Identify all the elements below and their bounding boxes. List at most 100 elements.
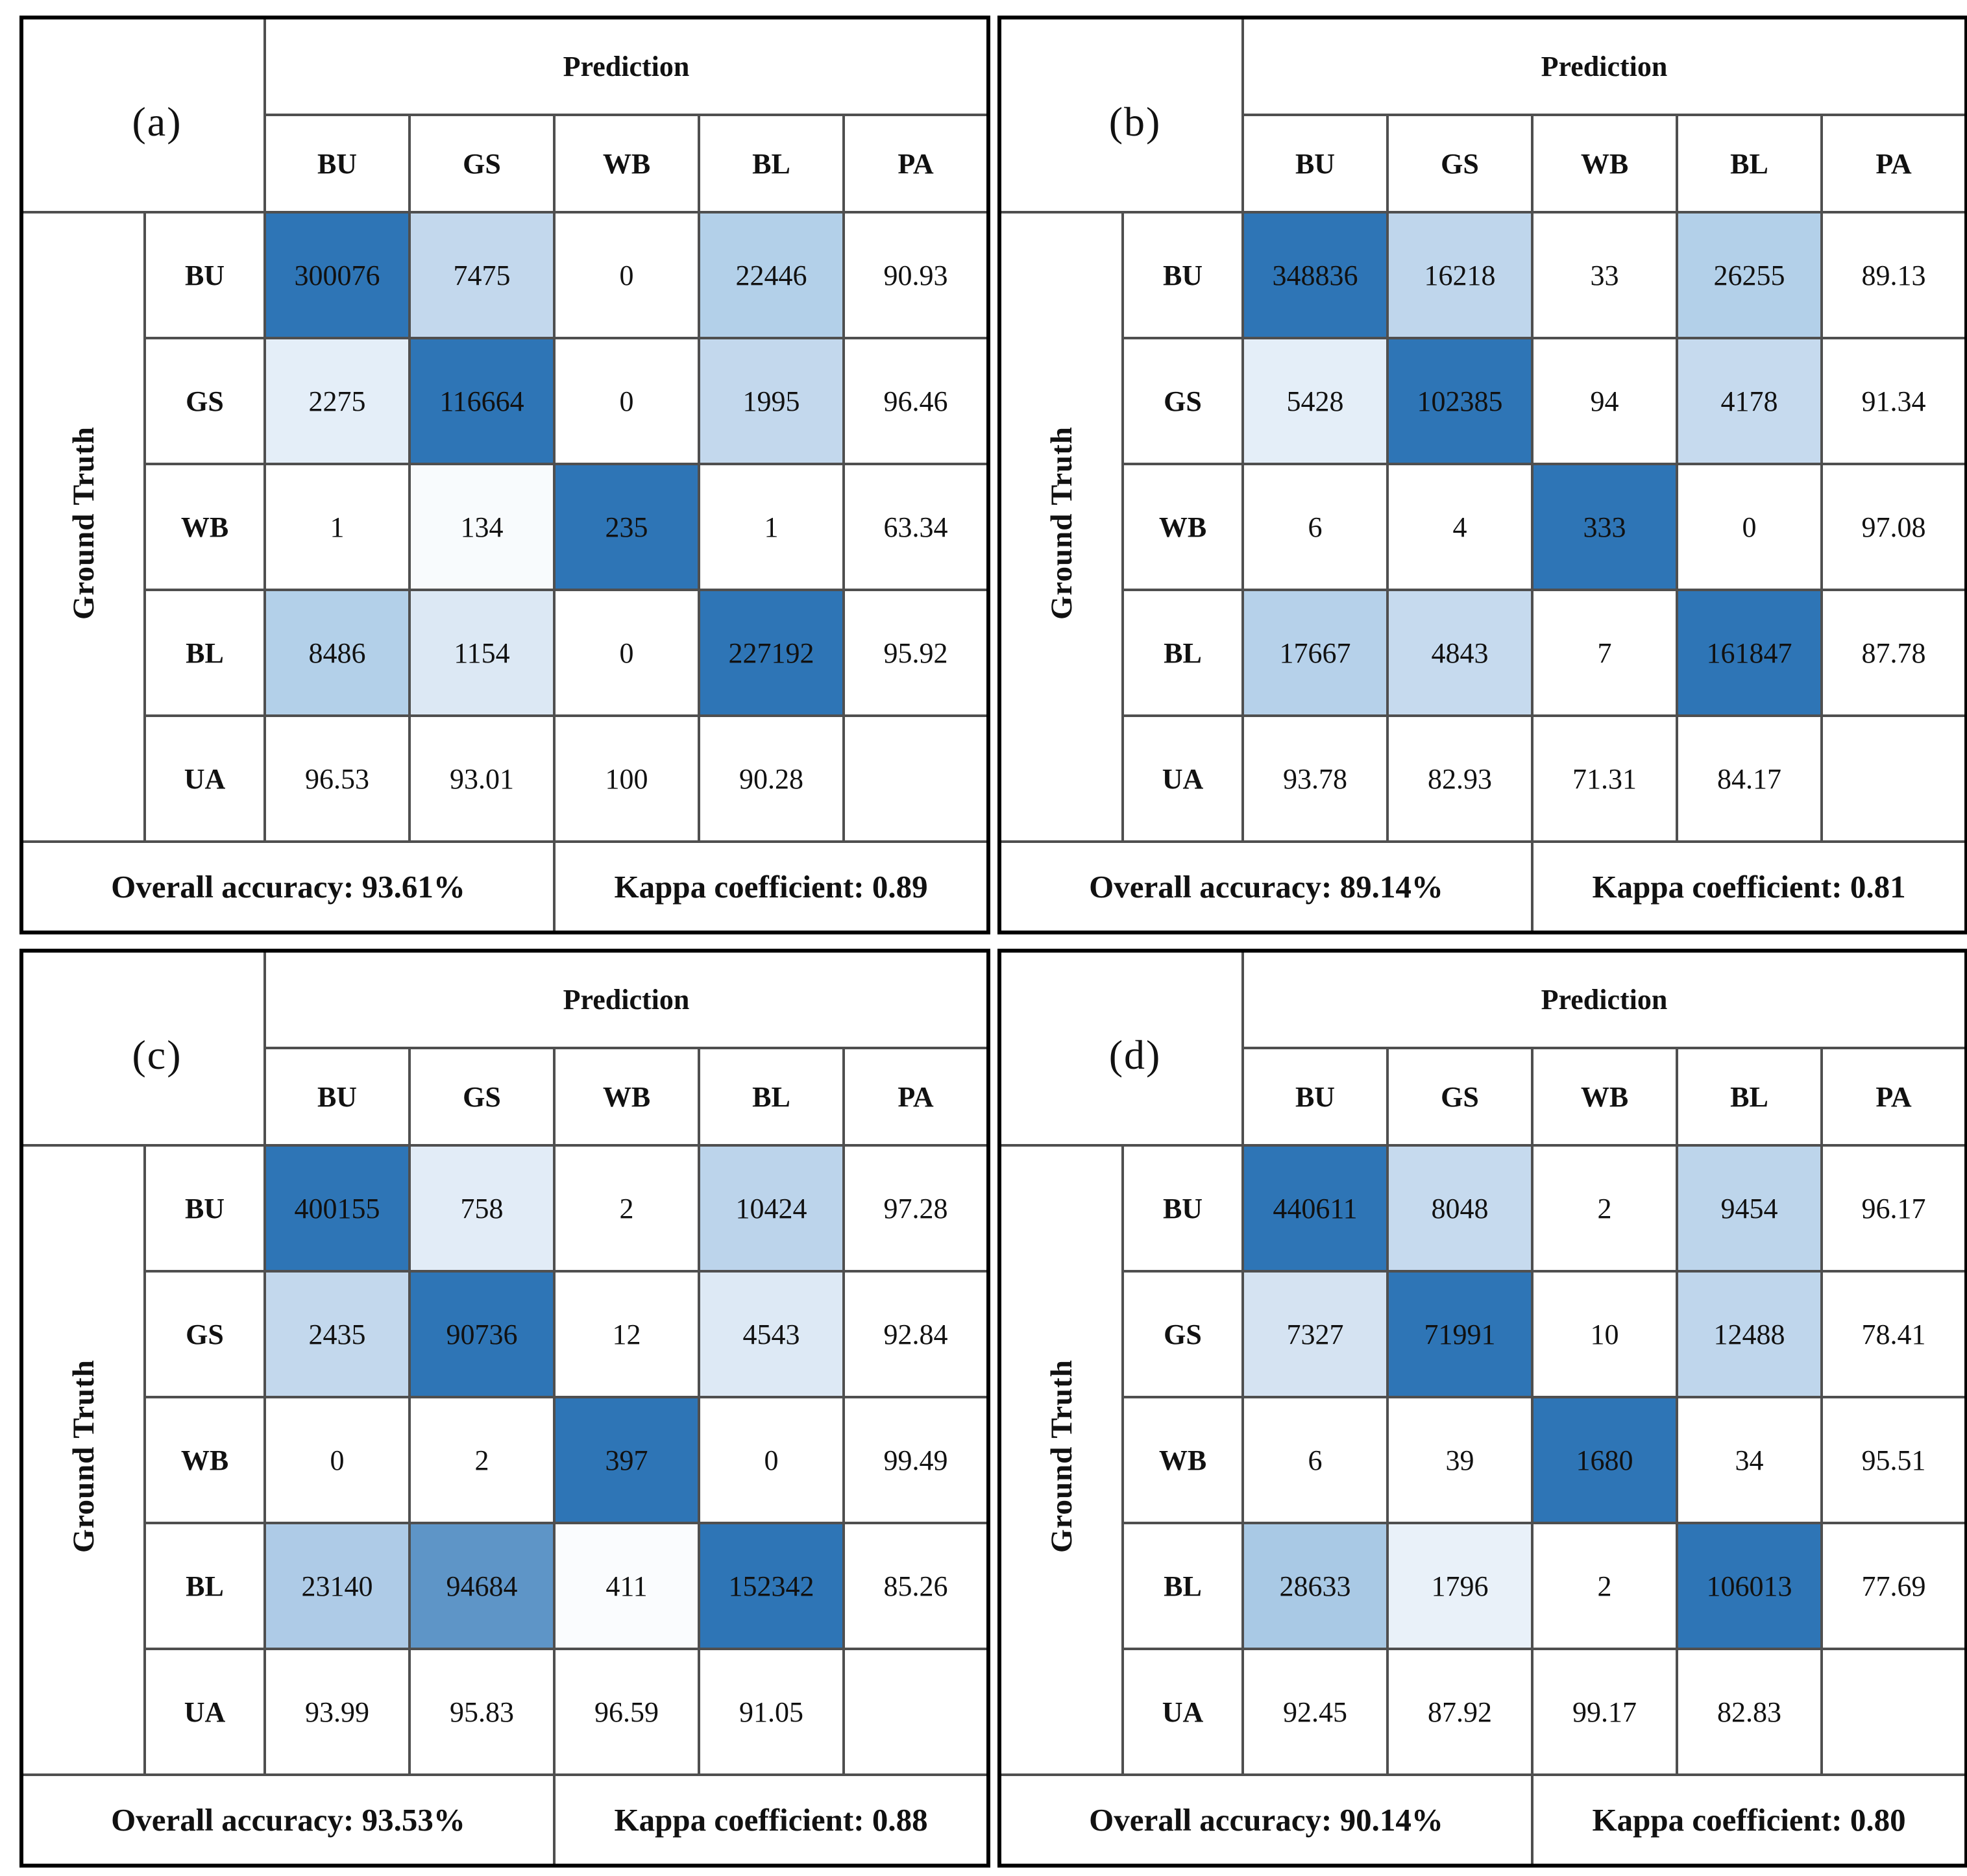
cell-d-BU-BL: 9454 (1676, 1144, 1823, 1273)
cell-b-BL-PA: 87.78 (1820, 589, 1967, 717)
cell-c-BU-BL: 10424 (698, 1144, 845, 1273)
cell-b-UA-PA (1820, 714, 1967, 843)
prediction-header: Prediction (263, 949, 990, 1049)
cell-c-UA-GS: 95.83 (408, 1648, 556, 1776)
cell-d-BL-PA: 77.69 (1820, 1522, 1967, 1650)
cell-b-BU-PA: 89.13 (1820, 211, 1967, 339)
cell-d-BL-WB: 2 (1531, 1522, 1678, 1650)
cell-a-BL-WB: 0 (553, 589, 700, 717)
cell-c-BU-GS: 758 (408, 1144, 556, 1273)
overall-accuracy-c: Overall accuracy: 93.53% (20, 1773, 556, 1867)
cell-a-BL-BL: 227192 (698, 589, 845, 717)
cell-c-WB-BL: 0 (698, 1396, 845, 1524)
cell-d-WB-BU: 6 (1241, 1396, 1389, 1524)
confusion-matrix-c: (c) Prediction BU GS WB BL PA Ground Truth BU 400… (19, 949, 991, 1868)
cell-d-BU-WB: 2 (1531, 1144, 1678, 1273)
cell-c-BU-WB: 2 (553, 1144, 700, 1273)
cell-c-UA-BL: 91.05 (698, 1648, 845, 1776)
col-header-GS: GS (1386, 1047, 1533, 1147)
row-header-WB: WB (143, 463, 266, 591)
cell-d-BL-BL: 106013 (1676, 1522, 1823, 1650)
row-header-UA: UA (1121, 714, 1244, 843)
row-header-BL: BL (143, 589, 266, 717)
cell-a-WB-BL: 1 (698, 463, 845, 591)
overall-accuracy-b: Overall accuracy: 89.14% (998, 840, 1533, 934)
col-header-BL: BL (698, 114, 845, 213)
row-header-UA: UA (143, 714, 266, 843)
cell-c-GS-GS: 90736 (408, 1270, 556, 1398)
cell-d-BU-BU: 440611 (1241, 1144, 1389, 1273)
cell-a-BL-GS: 1154 (408, 589, 556, 717)
cell-c-GS-WB: 12 (553, 1270, 700, 1398)
prediction-header: Prediction (1241, 949, 1967, 1049)
cell-b-BU-WB: 33 (1531, 211, 1678, 339)
col-header-GS: GS (408, 114, 556, 213)
col-header-GS: GS (1386, 114, 1533, 213)
ground-truth-label-cell: Ground Truth (20, 1144, 146, 1776)
cell-a-GS-WB: 0 (553, 337, 700, 465)
col-header-WB: WB (1531, 114, 1678, 213)
confusion-matrix-a: (a) Prediction BU GS WB BL PA Ground Truth BU 300… (19, 16, 991, 934)
cell-b-UA-WB: 71.31 (1531, 714, 1678, 843)
cell-d-GS-WB: 10 (1531, 1270, 1678, 1398)
cell-b-BL-GS: 4843 (1386, 589, 1533, 717)
row-header-GS: GS (1121, 337, 1244, 465)
cell-b-WB-BL: 0 (1676, 463, 1823, 591)
panel-label-c: (c) (132, 1031, 182, 1078)
cell-c-BU-PA: 97.28 (842, 1144, 990, 1273)
cell-c-GS-BU: 2435 (263, 1270, 411, 1398)
col-header-PA: PA (842, 114, 990, 213)
col-header-BU: BU (1241, 1047, 1389, 1147)
col-header-BL: BL (1676, 114, 1823, 213)
kappa-coefficient-d: Kappa coefficient: 0.80 (1530, 1773, 1967, 1867)
ground-truth-label-cell: Ground Truth (20, 211, 146, 843)
cell-a-UA-GS: 93.01 (408, 714, 556, 843)
row-header-BL: BL (1121, 1522, 1244, 1650)
row-header-BU: BU (143, 1144, 266, 1273)
cell-b-GS-PA: 91.34 (1820, 337, 1967, 465)
cell-a-WB-GS: 134 (408, 463, 556, 591)
cell-c-GS-PA: 92.84 (842, 1270, 990, 1398)
cell-a-UA-PA (842, 714, 990, 843)
cell-a-BL-PA: 95.92 (842, 589, 990, 717)
cell-d-UA-PA (1820, 1648, 1967, 1776)
cell-c-GS-BL: 4543 (698, 1270, 845, 1398)
cell-c-BL-BU: 23140 (263, 1522, 411, 1650)
panel-label-b: (b) (1108, 98, 1162, 145)
confusion-matrix-d: (d) Prediction BU GS WB BL PA Ground Truth BU 440… (997, 949, 1967, 1868)
cell-b-WB-PA: 97.08 (1820, 463, 1967, 591)
cell-d-UA-BU: 92.45 (1241, 1648, 1389, 1776)
ground-truth-label: Ground Truth (66, 1359, 101, 1553)
cell-d-GS-GS: 71991 (1386, 1270, 1533, 1398)
col-header-WB: WB (1531, 1047, 1678, 1147)
cell-a-GS-BL: 1995 (698, 337, 845, 465)
prediction-header: Prediction (1241, 16, 1967, 116)
cell-d-WB-WB: 1680 (1531, 1396, 1678, 1524)
kappa-coefficient-a: Kappa coefficient: 0.89 (552, 840, 990, 934)
row-header-UA: UA (143, 1648, 266, 1776)
cell-b-WB-GS: 4 (1386, 463, 1533, 591)
cell-c-WB-PA: 99.49 (842, 1396, 990, 1524)
ground-truth-label-cell: Ground Truth (998, 1144, 1124, 1776)
col-header-BL: BL (698, 1047, 845, 1147)
row-header-WB: WB (1121, 463, 1244, 591)
cell-b-GS-BL: 4178 (1676, 337, 1823, 465)
cell-a-BU-BL: 22446 (698, 211, 845, 339)
col-header-PA: PA (1820, 114, 1967, 213)
cell-a-GS-GS: 116664 (408, 337, 556, 465)
panel-label-d: (d) (1108, 1031, 1162, 1078)
cell-b-BU-BU: 348836 (1241, 211, 1389, 339)
cell-a-GS-BU: 2275 (263, 337, 411, 465)
cell-b-BU-BL: 26255 (1676, 211, 1823, 339)
cell-b-BL-WB: 7 (1531, 589, 1678, 717)
cell-a-UA-WB: 100 (553, 714, 700, 843)
cell-a-WB-BU: 1 (263, 463, 411, 591)
cell-c-WB-WB: 397 (553, 1396, 700, 1524)
cell-c-UA-PA (842, 1648, 990, 1776)
cell-c-UA-WB: 96.59 (553, 1648, 700, 1776)
panel-corner-cell-c: (c) (20, 949, 266, 1147)
cell-b-UA-GS: 82.93 (1386, 714, 1533, 843)
row-header-GS: GS (143, 337, 266, 465)
row-header-GS: GS (143, 1270, 266, 1398)
cell-a-BL-BU: 8486 (263, 589, 411, 717)
